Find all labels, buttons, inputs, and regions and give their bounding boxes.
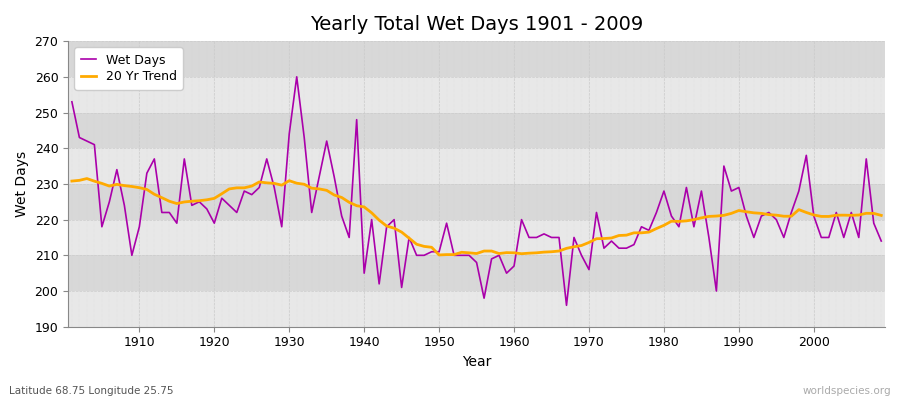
20 Yr Trend: [614, 233, 625, 238]
Wet Days: [561, 303, 572, 308]
Bar: [68, 291, 885, 327]
20 Yr Trend: [67, 179, 77, 184]
Y-axis label: Wet Days: Wet Days: [15, 151, 29, 217]
Title: Yearly Total Wet Days 1901 - 2009: Yearly Total Wet Days 1901 - 2009: [310, 15, 644, 34]
Wet Days: [299, 135, 310, 140]
20 Yr Trend: [516, 251, 526, 256]
20 Yr Trend: [524, 251, 535, 256]
Bar: [68, 220, 885, 255]
20 Yr Trend: [876, 213, 886, 218]
Legend: Wet Days, 20 Yr Trend: Wet Days, 20 Yr Trend: [75, 47, 183, 90]
Bar: [68, 112, 885, 148]
20 Yr Trend: [344, 200, 355, 205]
Bar: [68, 255, 885, 291]
Text: worldspecies.org: worldspecies.org: [803, 386, 891, 396]
20 Yr Trend: [82, 176, 93, 181]
Bar: [68, 41, 885, 77]
Bar: [68, 148, 885, 184]
Wet Days: [508, 264, 519, 268]
Wet Days: [292, 74, 302, 79]
Wet Days: [614, 246, 625, 250]
Bar: [68, 184, 885, 220]
20 Yr Trend: [299, 182, 310, 187]
Line: Wet Days: Wet Days: [72, 77, 881, 305]
20 Yr Trend: [134, 185, 145, 190]
Wet Days: [876, 239, 886, 244]
20 Yr Trend: [434, 252, 445, 257]
Wet Days: [344, 235, 355, 240]
Line: 20 Yr Trend: 20 Yr Trend: [72, 178, 881, 255]
Text: Latitude 68.75 Longitude 25.75: Latitude 68.75 Longitude 25.75: [9, 386, 174, 396]
X-axis label: Year: Year: [462, 355, 491, 369]
Wet Days: [516, 217, 526, 222]
Wet Days: [67, 100, 77, 104]
Wet Days: [127, 253, 138, 258]
Bar: [68, 77, 885, 112]
